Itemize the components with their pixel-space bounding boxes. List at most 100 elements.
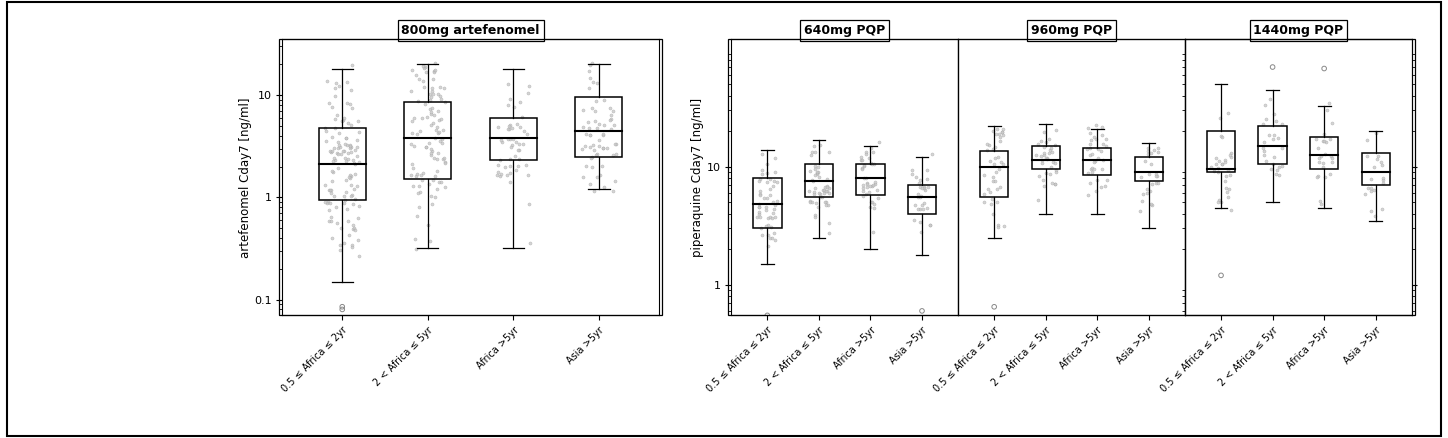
Point — [433, 159, 456, 166]
Point — [401, 165, 424, 172]
Point — [1077, 191, 1100, 198]
Point — [400, 87, 423, 94]
Point — [1211, 160, 1234, 167]
Point — [804, 212, 827, 219]
Point — [413, 83, 436, 90]
Point — [319, 214, 342, 221]
Point — [763, 168, 786, 175]
Point — [1371, 161, 1394, 168]
Point — [1271, 163, 1295, 170]
Point — [340, 201, 363, 208]
Point — [327, 141, 350, 148]
Point — [1205, 155, 1228, 162]
Point — [1095, 135, 1118, 142]
Point — [1140, 149, 1163, 156]
Point — [750, 231, 773, 238]
Point — [812, 190, 835, 197]
Point — [321, 169, 345, 176]
Point — [1092, 156, 1115, 163]
Point — [756, 178, 779, 185]
Bar — [1258, 126, 1287, 164]
Point — [500, 125, 523, 132]
Point — [1319, 135, 1342, 142]
Point — [340, 105, 363, 112]
Point — [515, 131, 539, 138]
Point — [1035, 156, 1058, 163]
Point — [339, 173, 362, 180]
Point — [1030, 160, 1053, 167]
Point — [976, 140, 999, 147]
Point — [403, 115, 426, 122]
Point — [805, 170, 828, 177]
Point — [1253, 152, 1276, 159]
Point — [592, 122, 615, 129]
Point — [343, 171, 366, 178]
Point — [342, 222, 365, 229]
Point — [336, 142, 359, 149]
Point — [1147, 148, 1170, 155]
Point — [321, 155, 345, 162]
Bar — [908, 185, 937, 214]
Point — [585, 151, 608, 158]
Point — [759, 214, 782, 221]
Point — [343, 147, 366, 154]
Point — [759, 176, 782, 183]
Point — [807, 204, 830, 211]
Point — [427, 178, 450, 185]
Point — [992, 223, 1015, 230]
Point — [497, 101, 520, 108]
Point — [592, 144, 615, 151]
Point — [336, 120, 359, 127]
Point — [321, 148, 345, 155]
Point — [921, 151, 944, 158]
Point — [414, 144, 437, 151]
Point — [1306, 174, 1329, 181]
Point — [326, 150, 349, 157]
Point — [1079, 152, 1102, 159]
Point — [1360, 184, 1383, 191]
Point — [333, 192, 356, 199]
Point — [760, 223, 783, 230]
Point — [973, 198, 996, 205]
Point — [1313, 150, 1337, 157]
Point — [407, 182, 430, 189]
Point — [602, 177, 626, 184]
Point — [1137, 145, 1160, 152]
Point — [804, 148, 827, 155]
Point — [1258, 96, 1281, 103]
Point — [1267, 163, 1290, 170]
Point — [502, 322, 526, 329]
Point — [1141, 180, 1164, 187]
Point — [973, 191, 996, 198]
Point — [1370, 159, 1393, 166]
Point — [854, 151, 877, 158]
Point — [345, 153, 368, 160]
Point — [578, 125, 601, 132]
Point — [1080, 151, 1103, 158]
Point — [575, 131, 598, 138]
Point — [1253, 138, 1276, 145]
Point — [420, 192, 443, 199]
Point — [989, 184, 1012, 191]
Point — [579, 62, 602, 69]
Point — [1216, 166, 1239, 173]
Point — [329, 224, 352, 231]
Point — [414, 68, 437, 75]
Point — [489, 173, 513, 180]
Point — [320, 178, 343, 185]
Point — [314, 199, 337, 206]
Point — [507, 146, 530, 153]
Point — [863, 205, 886, 212]
Point — [500, 179, 523, 186]
Point — [324, 204, 348, 211]
Point — [1306, 173, 1329, 180]
Point — [1355, 153, 1378, 160]
Point — [818, 220, 841, 227]
Point — [1206, 199, 1229, 206]
Point — [400, 160, 423, 167]
Point — [747, 203, 770, 210]
Point — [756, 194, 779, 201]
Point — [339, 181, 362, 188]
Point — [804, 166, 827, 173]
Point — [576, 118, 599, 125]
